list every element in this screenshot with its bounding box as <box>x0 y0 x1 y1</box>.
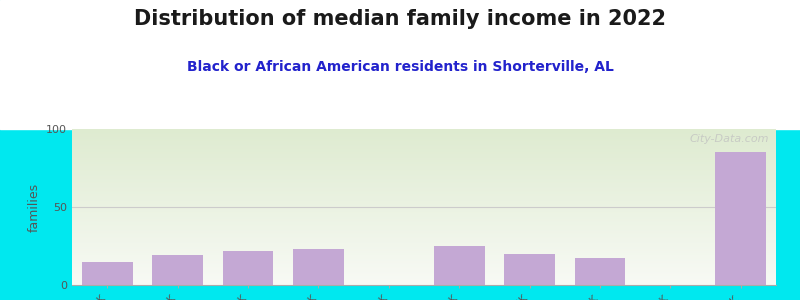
Bar <box>434 246 485 285</box>
Bar <box>715 152 766 285</box>
Bar <box>222 251 274 285</box>
Bar <box>504 254 555 285</box>
Bar <box>152 255 203 285</box>
Bar <box>574 259 626 285</box>
Bar <box>82 262 133 285</box>
Text: City-Data.com: City-Data.com <box>690 134 769 144</box>
Bar <box>293 249 344 285</box>
Y-axis label: families: families <box>27 182 41 232</box>
Text: Distribution of median family income in 2022: Distribution of median family income in … <box>134 9 666 29</box>
Text: Black or African American residents in Shorterville, AL: Black or African American residents in S… <box>186 60 614 74</box>
